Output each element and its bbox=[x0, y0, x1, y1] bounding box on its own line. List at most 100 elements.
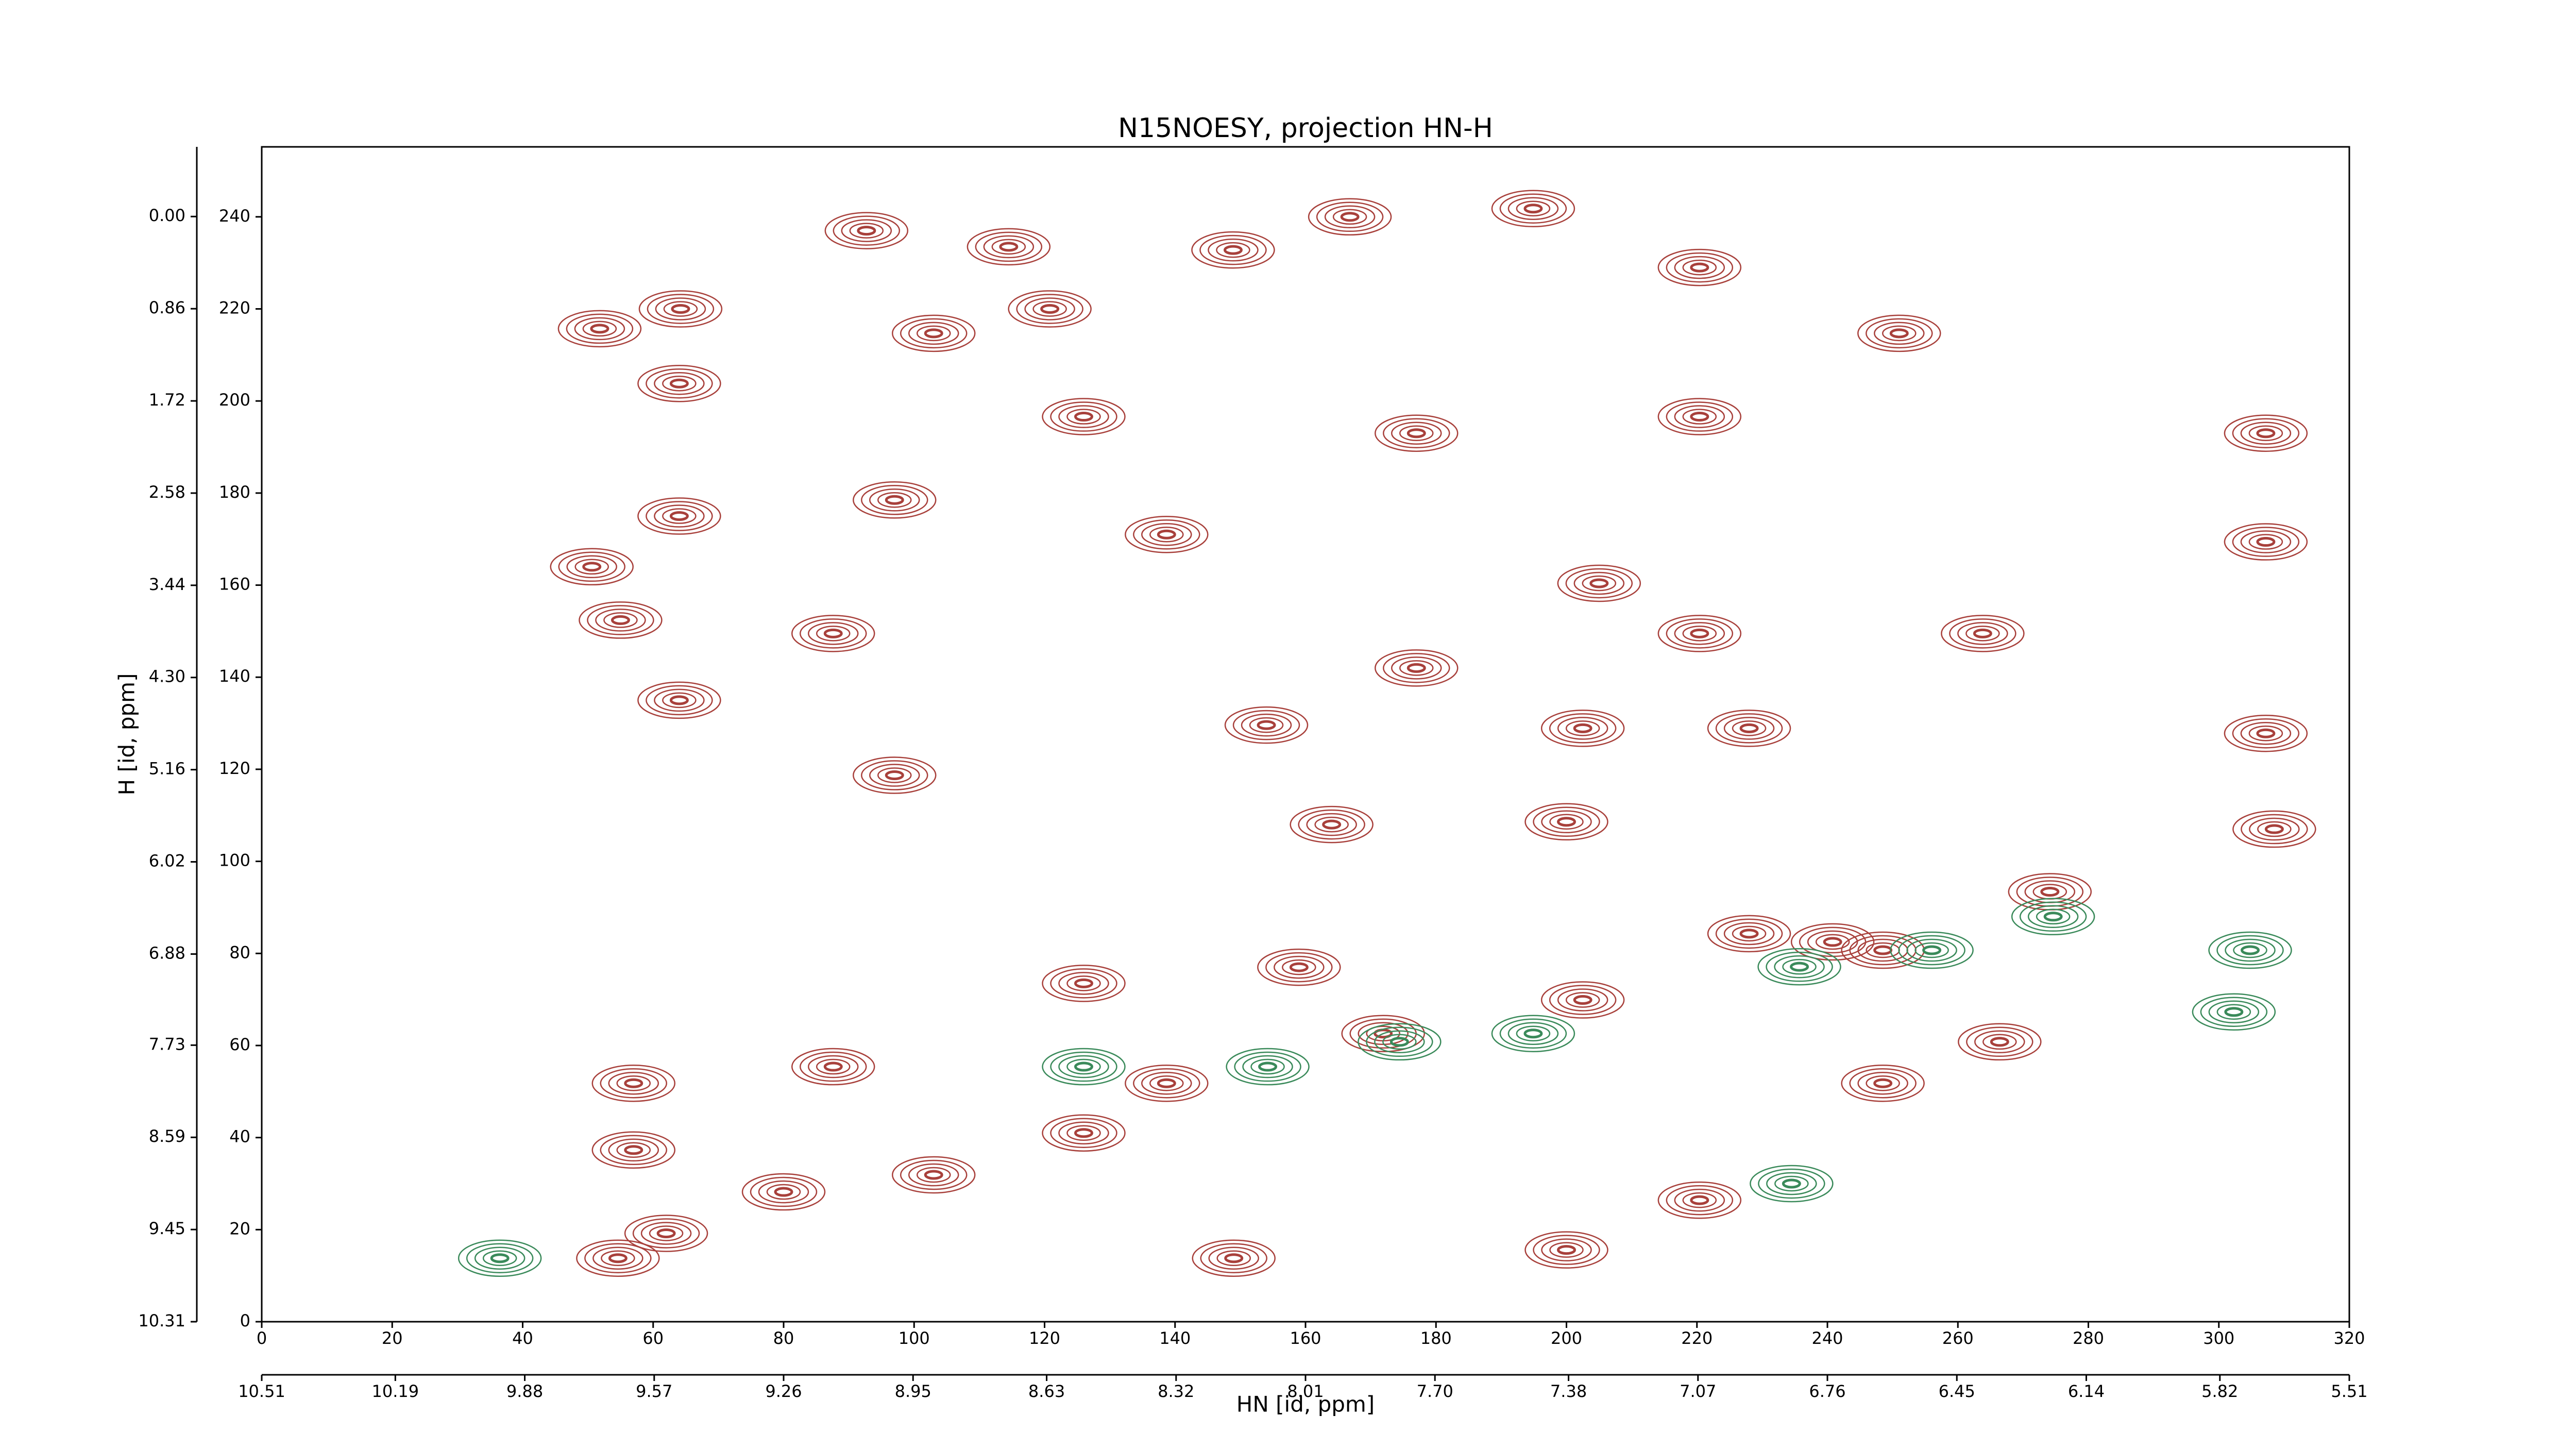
contour-ring bbox=[2240, 721, 2292, 745]
contour-ring bbox=[2208, 1000, 2260, 1023]
contour-ring bbox=[1050, 1118, 1117, 1148]
peak bbox=[457, 1239, 542, 1277]
y-tick-label: 60 bbox=[229, 1035, 250, 1054]
peak bbox=[824, 212, 909, 249]
y-tick-label: 180 bbox=[219, 482, 250, 502]
contour-ring bbox=[1375, 649, 1459, 687]
peak bbox=[579, 601, 663, 639]
contour-ring bbox=[1906, 938, 1957, 962]
y2-tick-label: 6.02 bbox=[149, 851, 185, 871]
contour-ring bbox=[1739, 723, 1759, 733]
peak bbox=[1042, 1048, 1126, 1086]
x-tick-label: 240 bbox=[1811, 1328, 1843, 1348]
peak bbox=[1358, 1023, 1442, 1061]
x-tick-label: 40 bbox=[512, 1328, 533, 1348]
contour-ring bbox=[1690, 628, 1709, 638]
peak bbox=[1125, 516, 1209, 553]
x2-tick-label: 10.19 bbox=[372, 1381, 419, 1401]
contour-ring bbox=[1657, 398, 1742, 435]
contour-ring bbox=[1541, 810, 1592, 833]
contour-ring bbox=[1941, 615, 2025, 652]
contour-ring bbox=[457, 1239, 542, 1277]
contour-ring bbox=[983, 235, 1035, 259]
contour-ring bbox=[1375, 414, 1459, 452]
peak bbox=[1557, 564, 1641, 602]
contour-ring bbox=[799, 618, 867, 649]
contour-ring bbox=[1050, 1051, 1117, 1082]
contour-ring bbox=[833, 215, 901, 246]
x2-tick-label: 9.88 bbox=[506, 1381, 543, 1401]
contour-ring bbox=[1666, 252, 1734, 283]
contour-ring bbox=[1841, 931, 1925, 969]
y-axis-title: H [id, ppm] bbox=[114, 673, 140, 796]
peak bbox=[1226, 1048, 1310, 1086]
peak bbox=[1524, 803, 1608, 840]
x2-tick-label: 5.82 bbox=[2201, 1381, 2238, 1401]
contour-ring bbox=[1874, 322, 1925, 345]
peak bbox=[1042, 398, 1126, 435]
x2-tick-label: 8.95 bbox=[895, 1381, 931, 1401]
peak bbox=[1491, 1015, 1575, 1052]
y2-tick-label: 8.59 bbox=[149, 1126, 185, 1146]
contour-ring bbox=[1866, 1075, 1900, 1091]
contour-ring bbox=[2232, 810, 2316, 848]
contour-ring bbox=[1066, 1125, 1101, 1141]
peak bbox=[1224, 706, 1309, 744]
contour-ring bbox=[1540, 710, 1625, 747]
contour-ring bbox=[2208, 931, 2292, 969]
contour-ring bbox=[1141, 1071, 1192, 1095]
contour-ring bbox=[1657, 1181, 1742, 1219]
y-tick-label: 200 bbox=[219, 390, 250, 410]
contour-ring bbox=[557, 310, 642, 348]
contour-ring bbox=[1841, 1064, 1925, 1102]
peak bbox=[1941, 615, 2025, 652]
peak bbox=[791, 1048, 875, 1086]
contour-ring bbox=[1050, 401, 1117, 432]
contour-ring bbox=[799, 1051, 867, 1082]
contour-ring bbox=[1790, 923, 1875, 961]
contour-ring bbox=[1499, 193, 1567, 224]
contour-ring bbox=[1523, 1029, 1543, 1039]
x-tick-label: 80 bbox=[773, 1328, 794, 1348]
x-tick-label: 60 bbox=[642, 1328, 664, 1348]
contour-ring bbox=[857, 226, 876, 236]
peak bbox=[637, 364, 721, 402]
peak bbox=[1540, 981, 1625, 1019]
y2-tick-label: 0.86 bbox=[149, 298, 185, 317]
x-tick-label: 20 bbox=[382, 1328, 403, 1348]
contour-ring bbox=[1149, 1075, 1184, 1091]
contour-ring bbox=[1399, 425, 1434, 441]
contour-ring bbox=[1374, 1030, 1425, 1054]
contour-ring bbox=[1739, 929, 1759, 939]
peak bbox=[2008, 873, 2092, 911]
contour-ring bbox=[2248, 725, 2283, 742]
y2-tick-label: 10.31 bbox=[138, 1311, 185, 1330]
contour-ring bbox=[1208, 238, 1259, 262]
contour-ring bbox=[1807, 930, 1858, 954]
contour-ring bbox=[1707, 710, 1791, 747]
contour-ring bbox=[1242, 1055, 1293, 1079]
y2-tick-label: 1.72 bbox=[149, 390, 185, 410]
contour-ring bbox=[1866, 942, 1900, 958]
contour-ring bbox=[1516, 1025, 1551, 1041]
contour-ring bbox=[1149, 527, 1184, 543]
contour-ring bbox=[1133, 519, 1200, 550]
contour-ring bbox=[1491, 190, 1575, 227]
x2-tick-label: 7.07 bbox=[1680, 1381, 1716, 1401]
contour-ring bbox=[1973, 628, 1992, 638]
contour-ring bbox=[885, 495, 904, 505]
contour-ring bbox=[1042, 965, 1126, 1002]
contour-ring bbox=[566, 313, 634, 344]
contour-ring bbox=[1298, 809, 1365, 840]
contour-ring bbox=[791, 1048, 875, 1086]
contour-ring bbox=[1341, 1015, 1425, 1052]
contour-ring bbox=[869, 764, 920, 787]
contour-ring bbox=[638, 290, 723, 328]
contour-ring bbox=[900, 1159, 968, 1190]
x-tick-label: 180 bbox=[1420, 1328, 1452, 1348]
contour-ring bbox=[591, 1064, 676, 1102]
contour-ring bbox=[999, 242, 1019, 252]
contour-ring bbox=[2008, 873, 2092, 911]
